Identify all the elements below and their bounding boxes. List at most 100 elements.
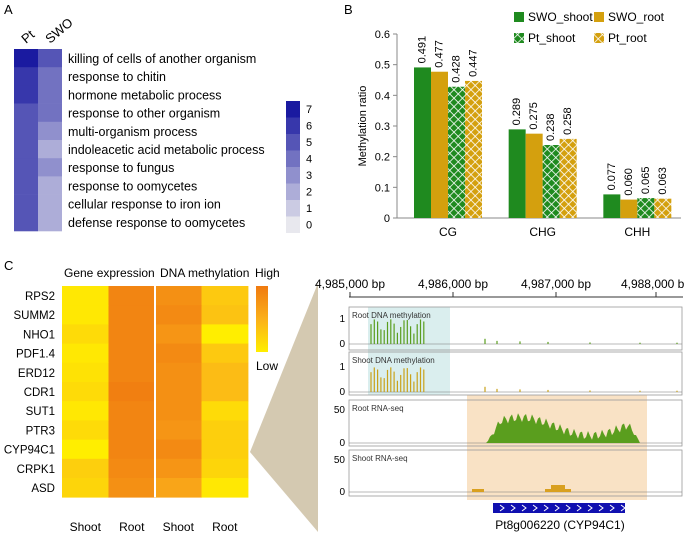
heatmap-genes: Gene expression DNA methylation RPS2 SUMM2 N… <box>4 266 318 534</box>
heatmap-cell <box>62 343 109 364</box>
heatmap-row-label: cellular response to iron ion <box>68 198 221 212</box>
legend-label: Pt_root <box>608 31 647 45</box>
column-group-header: DNA methylation <box>160 266 249 280</box>
colorbar-segment <box>286 216 300 233</box>
bar-value-label: 0.428 <box>451 55 463 83</box>
colorbar-tick-label: 3 <box>306 170 312 182</box>
heatmap-cell <box>14 194 38 214</box>
x-tick-label: CG <box>439 225 457 239</box>
heatmap-cell <box>155 362 202 383</box>
track-name-label: Shoot DNA methylation <box>352 356 435 365</box>
strand-arrow <box>576 504 582 512</box>
heatmap-cell <box>155 401 202 421</box>
heatmap-cell <box>155 286 202 306</box>
bar <box>465 80 482 218</box>
colorbar-segment <box>286 167 300 184</box>
colorbar-segment <box>286 200 300 217</box>
heatmap-cell <box>38 158 62 177</box>
colorbar-tick-label: 7 <box>306 104 312 116</box>
bar <box>431 71 448 218</box>
heatmap-cell <box>14 103 38 123</box>
methylation-highlight <box>368 307 450 395</box>
rnaseq-coverage-area <box>472 489 484 492</box>
heatmap-cell <box>62 439 109 460</box>
heatmap-cell <box>62 286 109 306</box>
bar <box>603 194 621 218</box>
legend-swatch <box>514 33 524 43</box>
gene-row-label: NHO1 <box>23 329 55 341</box>
heatmap-col-label: SWO <box>42 15 75 46</box>
bar-value-label: 0.258 <box>562 107 574 135</box>
gene-row-label: ASD <box>31 483 55 495</box>
strand-arrow <box>620 504 626 512</box>
heatmap-cell <box>38 194 62 214</box>
track-ymax-label: 50 <box>334 455 346 466</box>
heatmap-col-label: Pt <box>18 27 37 47</box>
heatmap-row-label: response to other organism <box>68 107 220 121</box>
coordinate-tick-label: 4,986,000 bp <box>418 277 488 291</box>
bar <box>637 198 655 218</box>
strand-arrow <box>587 504 593 512</box>
track-ymax-label: 1 <box>339 314 345 325</box>
heatmap-cell <box>155 382 202 402</box>
legend-low-label: Low <box>256 359 278 373</box>
track-ymin-label: 0 <box>339 387 345 398</box>
heatmap-cell <box>201 382 249 402</box>
track-frame <box>348 351 683 396</box>
heatmap-cell <box>14 140 38 159</box>
colorbar-tick-label: 0 <box>306 220 312 232</box>
heatmap-row-label: indoleacetic acid metabolic process <box>68 143 265 157</box>
column-group-header: Gene expression <box>64 266 155 280</box>
heatmap-cell <box>155 343 202 364</box>
heatmap-cell <box>108 382 156 402</box>
rnaseq-highlight <box>467 395 647 500</box>
coordinate-tick-label: 4,988,000 bp <box>621 277 685 291</box>
heatmap-cell <box>108 324 156 344</box>
gene-row-label: CYP94C1 <box>4 445 55 457</box>
bar <box>448 86 465 218</box>
colorbar-segment <box>286 134 300 151</box>
legend-label: Pt_shoot <box>528 31 576 45</box>
bar-value-label: 0.238 <box>545 113 557 141</box>
y-tick-label: 0.1 <box>375 182 390 194</box>
legend-label: SWO_root <box>608 10 665 24</box>
heatmap-cell <box>108 286 156 306</box>
gene-row-label: RPS2 <box>25 291 55 303</box>
heatmap-cell <box>108 478 156 498</box>
heatmap-cell <box>201 286 249 306</box>
heatmap-cell <box>201 362 249 383</box>
bar-value-label: 0.447 <box>468 49 480 77</box>
y-tick-label: 0 <box>384 213 390 225</box>
coordinate-tick-label: 4,987,000 bp <box>521 277 591 291</box>
strand-arrow <box>554 504 560 512</box>
heatmap-cell <box>38 85 62 104</box>
y-tick-label: 0.2 <box>375 152 390 164</box>
legend-swatch <box>594 33 604 43</box>
heatmap-cell <box>108 305 156 325</box>
track-ymin-label: 0 <box>339 339 345 350</box>
heatmap-col-label: Root <box>119 520 145 534</box>
bar <box>414 67 431 218</box>
heatmap-cell <box>14 212 38 232</box>
expression-gradient-bar <box>256 286 268 352</box>
bar-value-label: 0.077 <box>606 163 618 191</box>
y-tick-label: 0.3 <box>375 121 390 133</box>
heatmap-row-label: killing of cells of another organism <box>68 52 256 66</box>
strand-arrow <box>609 504 615 512</box>
track-frame <box>348 449 683 497</box>
track-ymax-label: 50 <box>334 405 346 416</box>
heatmap-cell <box>201 324 249 344</box>
bar <box>525 133 543 218</box>
heatmap-cell <box>38 140 62 159</box>
heatmap-cell <box>14 158 38 177</box>
bar <box>508 129 526 218</box>
colorbar-segment <box>286 150 300 167</box>
heatmap-cell <box>38 49 62 68</box>
heatmap-cell <box>14 85 38 104</box>
colorbar-segment <box>286 101 300 118</box>
heatmap-go-terms: Pt SWO killing of cells of another organis… <box>14 15 265 232</box>
bar <box>654 198 672 218</box>
heatmap-cell <box>201 343 249 364</box>
heatmap-cell <box>155 439 202 460</box>
heatmap-cell <box>108 362 156 383</box>
